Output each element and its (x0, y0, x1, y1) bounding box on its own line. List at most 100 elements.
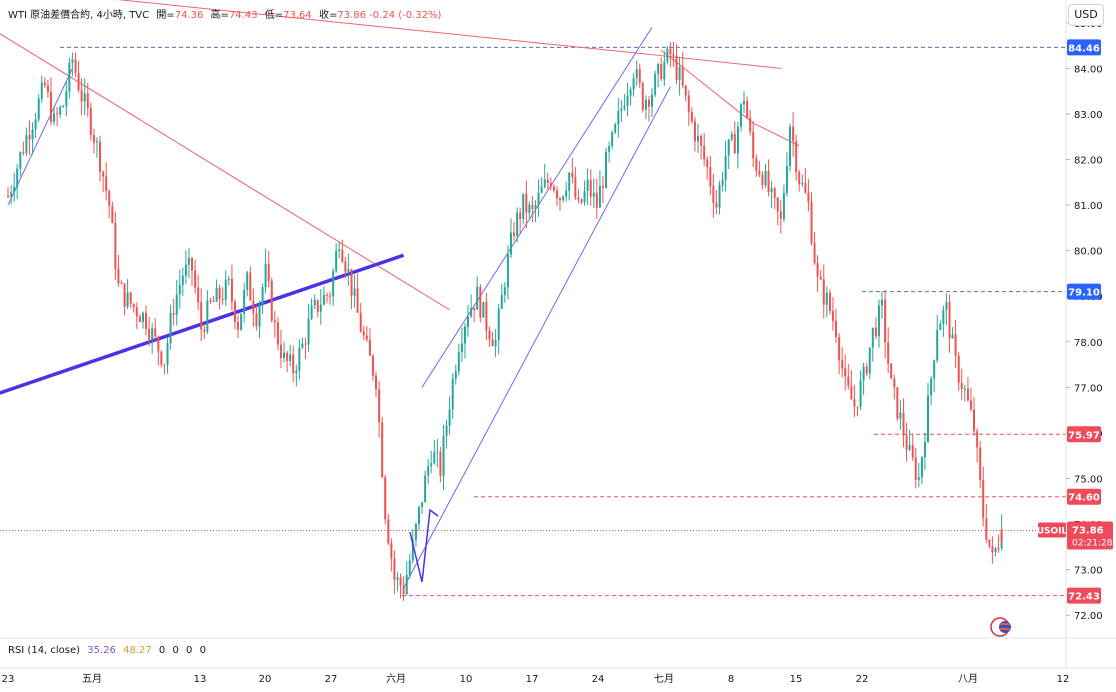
candle-body (77, 72, 80, 91)
candle-body (736, 126, 739, 154)
candle-body (973, 409, 975, 432)
time-tick-label: 10 (460, 674, 473, 685)
candle-body (562, 196, 565, 200)
candle-body (862, 366, 865, 381)
candle-body (117, 268, 120, 284)
us-flag-icon (999, 621, 1011, 633)
candle-body (991, 545, 994, 553)
candles (7, 41, 1003, 601)
candle-body (997, 548, 1000, 550)
candle-body (881, 299, 883, 306)
candle-body (853, 399, 856, 407)
candle-body (945, 302, 948, 310)
candle-body (160, 351, 163, 365)
candle-body (614, 124, 617, 133)
candle-body (871, 327, 874, 348)
rsi-zero-2: 0 (172, 645, 179, 656)
candle-body (378, 389, 381, 423)
candle-body (141, 312, 144, 323)
candle-body (430, 463, 433, 467)
candle-body (660, 64, 663, 80)
candle-body (635, 69, 638, 78)
candle-body (500, 294, 503, 309)
candle-body (506, 254, 509, 288)
candle-body (209, 300, 212, 302)
candle-body (448, 409, 451, 426)
candle-body (102, 171, 105, 177)
candle-body (884, 299, 887, 343)
price-tick-label: 81.00 (1074, 201, 1103, 212)
candle-body (273, 320, 276, 323)
candle-body (522, 193, 525, 219)
candle-body (56, 113, 59, 115)
candle-body (838, 337, 841, 361)
rsi-zero-4: 0 (199, 645, 206, 656)
candle-body (890, 363, 893, 379)
candle-body (831, 311, 834, 321)
candle-body (46, 85, 49, 93)
candle-body (936, 329, 939, 361)
candle-body (960, 382, 963, 389)
candle-body (252, 300, 255, 314)
candle-body (678, 66, 681, 81)
candle-body (592, 192, 595, 197)
candle-body (911, 445, 914, 458)
candle-body (230, 278, 233, 302)
candle-body (844, 368, 847, 377)
candle-body (605, 151, 607, 188)
candle-body (123, 283, 126, 307)
candle-body (718, 184, 721, 208)
candle-body (255, 313, 258, 327)
candle-body (825, 292, 828, 305)
high-value: 74.43 (228, 10, 258, 21)
candle-body (543, 179, 546, 187)
candle-body (74, 59, 77, 73)
candle-body (963, 388, 966, 390)
candle-body (126, 292, 129, 307)
candle-body (647, 99, 650, 107)
candle-body (371, 355, 374, 376)
price-label-box (1067, 283, 1101, 300)
candle-body (227, 278, 230, 280)
price-labels: 84.46 79.10 75.97 74.60 72.43 73.86 02:21:28 US… (1037, 39, 1113, 604)
candle-body (49, 92, 52, 122)
candle-body (267, 263, 270, 281)
candle-body (877, 305, 880, 337)
candle-body (187, 258, 190, 265)
candle-body (485, 302, 488, 331)
candle-body (362, 331, 365, 336)
candle-body (586, 179, 589, 191)
currency-button[interactable]: USD (1068, 4, 1104, 26)
candle-body (733, 133, 736, 154)
candle-body (822, 279, 825, 305)
candle-body (608, 146, 611, 152)
rsi-value-1: 35.26 (87, 645, 116, 656)
candle-body (749, 117, 752, 132)
candle-body (617, 111, 620, 125)
candle-body (641, 83, 644, 110)
candle-body (62, 106, 65, 108)
candle-body (899, 412, 902, 419)
candle-body (681, 66, 684, 86)
time-tick-label: 七月 (654, 673, 674, 685)
candle-body (40, 82, 43, 99)
symbol-legend: WTI 原油差價合約, 4小時, TVC 開=74.36 高=74.43 低=7… (8, 6, 441, 21)
candle-body (16, 168, 19, 187)
channel-line (7, 68, 73, 206)
candle-body (893, 378, 896, 388)
candle-body (571, 172, 574, 178)
candle-body (755, 158, 758, 171)
icons (409, 508, 1011, 637)
candle-body (169, 313, 172, 343)
candle-body (154, 328, 157, 337)
candle-body (672, 54, 675, 56)
candle-body (283, 352, 285, 359)
candle-body (276, 322, 279, 345)
candle-body (240, 313, 243, 330)
candle-body (792, 126, 795, 142)
candle-body (224, 279, 227, 300)
candle-body (902, 412, 905, 436)
candle-body (28, 135, 31, 140)
candle-body (494, 340, 497, 346)
